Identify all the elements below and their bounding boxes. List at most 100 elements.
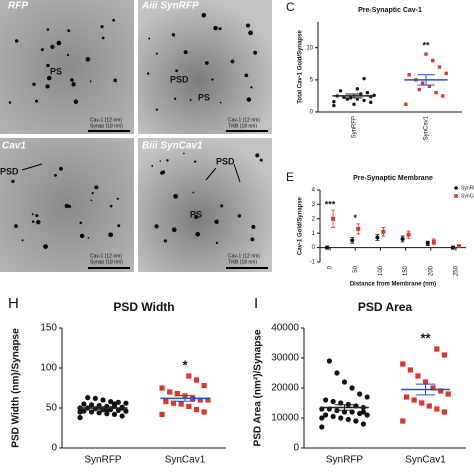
gold-particle bbox=[251, 224, 256, 229]
image-annotation: PS bbox=[50, 66, 62, 76]
x-axis-label: Distance from Membrane (nm) bbox=[350, 282, 436, 288]
gold-particle bbox=[255, 153, 260, 158]
y-tick-label: -1 bbox=[310, 260, 316, 266]
gold-particle bbox=[53, 173, 57, 177]
data-point bbox=[400, 418, 406, 424]
data-point bbox=[362, 98, 366, 103]
data-point bbox=[431, 58, 435, 63]
significance: ** bbox=[420, 330, 431, 345]
gold-particle bbox=[67, 204, 72, 208]
gold-particle bbox=[246, 97, 252, 102]
data-point bbox=[345, 416, 351, 423]
x-tick-label: 250 bbox=[454, 265, 460, 276]
data-point bbox=[362, 76, 366, 81]
data-point bbox=[454, 186, 458, 190]
data-point bbox=[454, 194, 458, 198]
data-point bbox=[350, 238, 355, 243]
x-tick-label: 50 bbox=[353, 265, 359, 272]
data-point bbox=[420, 81, 425, 85]
data-point bbox=[325, 245, 330, 250]
gold-particle bbox=[100, 25, 104, 29]
data-point bbox=[360, 421, 366, 427]
image-annotation: PS bbox=[198, 92, 210, 102]
em-image bbox=[0, 0, 134, 134]
data-point bbox=[407, 73, 411, 77]
data-point bbox=[352, 102, 356, 106]
x-tick-label: SynRFP bbox=[84, 455, 122, 466]
x-tick-label: 150 bbox=[403, 265, 409, 276]
gold-particle bbox=[259, 158, 263, 162]
data-point bbox=[426, 403, 432, 409]
sem-bar bbox=[175, 395, 195, 402]
data-point bbox=[456, 244, 461, 249]
gold-particle bbox=[171, 33, 176, 37]
gold-particle bbox=[183, 50, 188, 55]
data-point bbox=[356, 226, 361, 231]
gold-particle bbox=[79, 233, 85, 239]
y-tick-label: 0 bbox=[310, 110, 314, 116]
gold-particle bbox=[31, 220, 35, 223]
gold-particle bbox=[50, 44, 55, 50]
data-point bbox=[365, 91, 370, 95]
data-point bbox=[437, 65, 442, 69]
data-point bbox=[381, 229, 386, 234]
data-point bbox=[400, 361, 406, 367]
data-point bbox=[400, 236, 405, 241]
gold-particle bbox=[250, 237, 255, 242]
gold-particle bbox=[192, 191, 195, 194]
data-point bbox=[419, 400, 425, 406]
gold-particle bbox=[215, 241, 219, 244]
gold-particle bbox=[70, 78, 74, 82]
data-point bbox=[159, 385, 165, 391]
gold-particle bbox=[244, 73, 249, 78]
y-tick-label: 0 bbox=[312, 245, 316, 251]
data-point bbox=[427, 84, 432, 88]
significance: ** bbox=[422, 41, 430, 51]
gold-particle bbox=[112, 18, 116, 22]
data-point bbox=[193, 377, 200, 383]
data-point bbox=[96, 410, 102, 416]
y-tick-label: 1 bbox=[312, 231, 316, 237]
legend-label: SynCav1 bbox=[461, 193, 474, 199]
gold-particle bbox=[151, 164, 154, 167]
data-point bbox=[88, 409, 95, 415]
gold-particle bbox=[147, 72, 150, 75]
sem-bar bbox=[415, 383, 436, 396]
gold-particle bbox=[183, 152, 185, 155]
data-point bbox=[355, 87, 360, 91]
gold-particle bbox=[218, 27, 222, 31]
gold-particle bbox=[253, 50, 258, 55]
gold-particle bbox=[40, 48, 44, 52]
gold-particle bbox=[56, 40, 62, 46]
gold-particle bbox=[175, 69, 178, 73]
data-point bbox=[338, 415, 344, 421]
gold-particle bbox=[194, 214, 199, 220]
x-tick-label: SynRFP bbox=[326, 455, 364, 466]
significance: * bbox=[182, 357, 188, 372]
y-axis-label: PSD Width (nm)/Synapse bbox=[11, 328, 22, 448]
data-point bbox=[201, 409, 207, 415]
gold-particle bbox=[166, 159, 169, 162]
y-tick-label: 40000 bbox=[271, 323, 299, 334]
scale-text: Synap (18 nm) bbox=[90, 259, 123, 265]
chart-title: Pre-Synaptic Cav-1 bbox=[358, 7, 422, 14]
y-tick-label: 150 bbox=[40, 323, 57, 334]
gold-particle bbox=[35, 99, 39, 103]
gold-particle bbox=[66, 53, 70, 57]
data-point bbox=[353, 418, 359, 424]
data-point bbox=[431, 239, 436, 244]
em-image bbox=[138, 138, 272, 272]
image-label: Aiii SynRFP bbox=[141, 1, 199, 12]
data-point bbox=[111, 411, 118, 417]
data-point bbox=[123, 408, 129, 414]
gold-particle bbox=[14, 224, 18, 229]
gold-particle bbox=[79, 221, 83, 225]
data-point bbox=[369, 100, 373, 105]
x-tick-label: SynCav1 bbox=[165, 455, 206, 466]
data-point bbox=[349, 385, 355, 391]
gold-particle bbox=[32, 82, 36, 86]
data-point bbox=[111, 401, 118, 407]
data-point bbox=[338, 89, 343, 93]
data-point bbox=[330, 413, 336, 420]
gold-particle bbox=[250, 86, 253, 89]
